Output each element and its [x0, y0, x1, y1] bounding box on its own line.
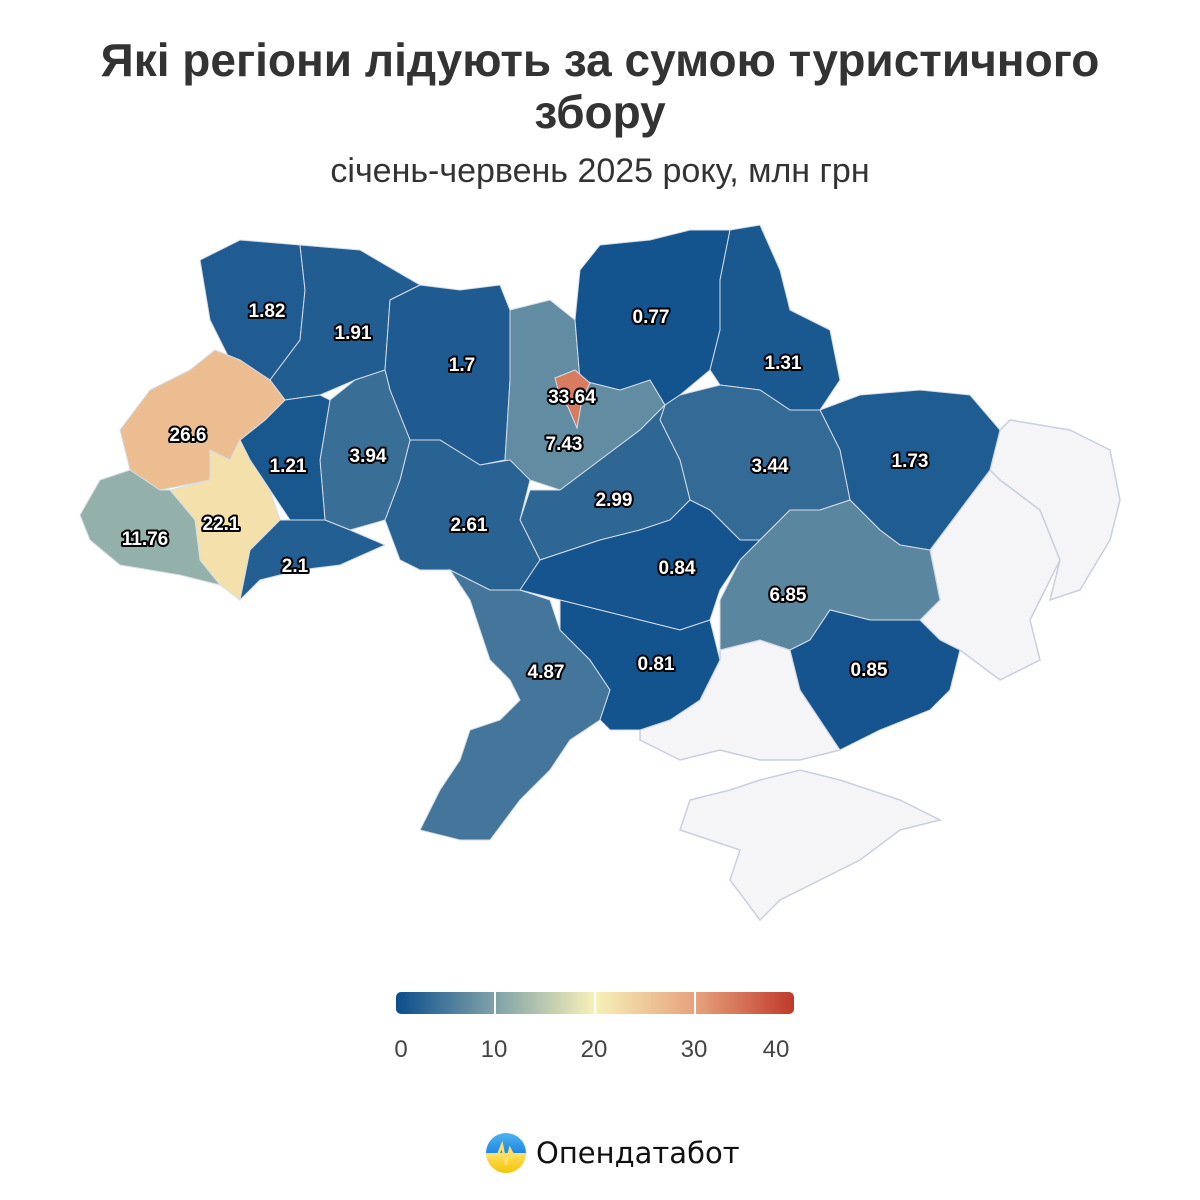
region-ivano-frankivsk[interactable] — [169, 438, 281, 601]
value-label-khmelnytskyi: 3.94 — [350, 446, 387, 467]
value-label-odesa: 4.87 — [528, 662, 565, 683]
region-odesa[interactable] — [419, 568, 611, 841]
legend-segment-10-20 — [494, 992, 594, 1014]
value-label-lviv: 26.6 — [170, 425, 207, 446]
legend-tick: 0 — [394, 1036, 408, 1063]
region-zakarpattia[interactable] — [79, 469, 222, 586]
value-label-volyn: 1.82 — [249, 301, 286, 322]
value-label-zakarpattia: 11.76 — [122, 529, 169, 550]
opendatabot-logo-icon — [486, 1133, 526, 1173]
legend-segment-0-10 — [396, 992, 494, 1014]
region-kyiv-city[interactable] — [554, 369, 591, 430]
region-rivne[interactable] — [269, 244, 422, 401]
value-label-dnipro: 6.85 — [770, 585, 807, 606]
legend-segment-20-30 — [594, 992, 694, 1014]
brand-name: Опендатабот — [536, 1136, 740, 1170]
chart-subtitle: січень-червень 2025 року, млн грн — [330, 152, 870, 190]
region-mykolaiv[interactable] — [559, 599, 721, 731]
value-label-zaporizhzhia: 0.85 — [851, 660, 888, 681]
value-label-kirovohrad: 0.84 — [659, 558, 696, 579]
value-label-chernivtsi: 2.1 — [282, 556, 309, 577]
legend-tick: 10 — [480, 1036, 508, 1063]
value-label-ternopil: 1.21 — [270, 456, 307, 477]
value-label-sumy: 1.31 — [765, 353, 802, 374]
value-label-kyiv-oblast: 7.43 — [546, 434, 583, 455]
value-label-kyiv-city: 33.64 — [548, 387, 596, 408]
value-label-chernihiv: 0.77 — [633, 307, 670, 328]
region-luhansk-no-data — [989, 419, 1121, 602]
value-label-kharkiv: 1.73 — [892, 451, 929, 472]
brand-logo: Опендатабот — [484, 1131, 740, 1175]
legend-tick: 30 — [680, 1036, 708, 1063]
value-label-vinnytsia: 2.61 — [451, 515, 488, 536]
value-label-rivne: 1.91 — [335, 323, 372, 344]
value-label-cherkasy: 2.99 — [596, 490, 633, 511]
legend-tick: 40 — [762, 1036, 790, 1063]
region-crimea-no-data — [679, 769, 943, 922]
value-label-zhytomyr: 1.7 — [449, 355, 475, 376]
color-legend — [396, 992, 794, 1014]
legend-tick: 20 — [580, 1036, 608, 1063]
value-label-poltava: 3.44 — [752, 456, 789, 477]
legend-segment-30-40 — [694, 992, 794, 1014]
value-label-ivano-frankivsk: 22.1 — [203, 514, 240, 535]
value-label-mykolaiv: 0.81 — [638, 654, 675, 675]
chart-title: Які регіони лідують за сумою туристичног… — [100, 34, 1100, 138]
region-zaporizhzhia[interactable] — [789, 609, 961, 751]
region-sumy[interactable] — [709, 224, 841, 411]
region-chernivtsi[interactable] — [239, 519, 387, 602]
